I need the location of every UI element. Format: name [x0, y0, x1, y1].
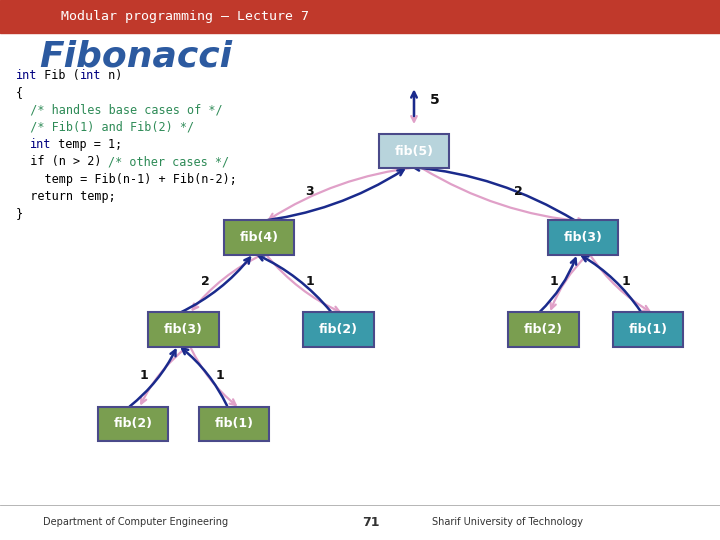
Text: /* handles base cases of */: /* handles base cases of */ [16, 104, 222, 117]
FancyBboxPatch shape [613, 312, 683, 347]
FancyBboxPatch shape [508, 312, 579, 347]
Text: 1: 1 [215, 369, 224, 382]
Text: fib(1): fib(1) [215, 417, 253, 430]
Text: {: { [16, 86, 23, 99]
Text: Sharif University of Technology: Sharif University of Technology [432, 517, 583, 527]
Text: 71: 71 [362, 516, 379, 529]
Text: temp = Fib(n-1) + Fib(n-2);: temp = Fib(n-1) + Fib(n-2); [16, 173, 237, 186]
Text: fib(4): fib(4) [240, 231, 279, 244]
Text: fib(2): fib(2) [524, 323, 563, 336]
Text: Department of Computer Engineering: Department of Computer Engineering [43, 517, 228, 527]
Text: fib(3): fib(3) [164, 323, 203, 336]
FancyBboxPatch shape [548, 220, 618, 255]
Text: 3: 3 [305, 185, 314, 198]
Text: /* Fib(1) and Fib(2) */: /* Fib(1) and Fib(2) */ [16, 121, 194, 134]
Text: 1: 1 [140, 369, 148, 382]
FancyBboxPatch shape [303, 312, 374, 347]
Text: temp = 1;: temp = 1; [51, 138, 122, 151]
Bar [0, 0, 720, 33]
Text: Fib (: Fib ( [37, 69, 80, 82]
Text: 2: 2 [514, 185, 523, 198]
FancyBboxPatch shape [224, 220, 294, 255]
Text: 2: 2 [201, 275, 210, 288]
Text: 1: 1 [622, 275, 631, 288]
FancyBboxPatch shape [98, 407, 168, 441]
Text: if (n > 2): if (n > 2) [16, 156, 109, 168]
Text: return temp;: return temp; [16, 190, 116, 203]
Text: fib(5): fib(5) [395, 145, 433, 158]
Text: Modular programming – Lecture 7: Modular programming – Lecture 7 [61, 10, 309, 23]
Text: 1: 1 [550, 275, 559, 288]
Text: fib(2): fib(2) [319, 323, 358, 336]
Text: fib(1): fib(1) [629, 323, 667, 336]
Text: int: int [16, 69, 37, 82]
Text: 5: 5 [430, 93, 440, 107]
Text: fib(2): fib(2) [114, 417, 153, 430]
Text: /* other cases */: /* other cases */ [109, 156, 230, 168]
FancyBboxPatch shape [199, 407, 269, 441]
Text: }: } [16, 207, 23, 220]
Text: Fibonacci: Fibonacci [40, 40, 233, 73]
Text: fib(3): fib(3) [564, 231, 603, 244]
FancyBboxPatch shape [148, 312, 219, 347]
Text: 1: 1 [305, 275, 314, 288]
Text: n): n) [102, 69, 122, 82]
FancyBboxPatch shape [379, 134, 449, 168]
Text: int: int [80, 69, 102, 82]
Text: int: int [30, 138, 51, 151]
